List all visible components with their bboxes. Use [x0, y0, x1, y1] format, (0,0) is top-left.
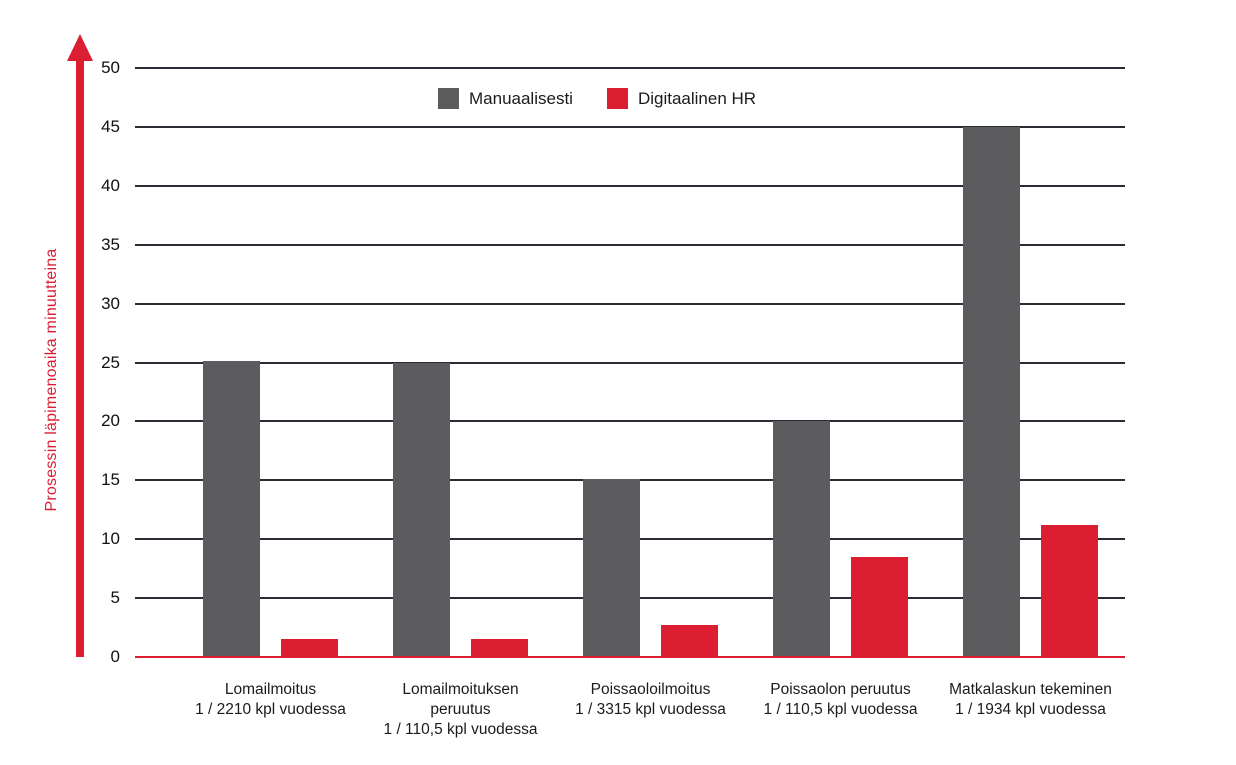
category-label-line: Poissaoloilmoitus: [590, 681, 711, 698]
bar-manuaalisesti-2: [583, 479, 640, 657]
y-tick-label-20: 20: [101, 411, 120, 431]
legend-item-digitaalinen-hr: Digitaalinen HR: [606, 88, 757, 109]
y-tick-label-0: 0: [110, 647, 120, 666]
category-label-line: Matkalaskun tekeminen: [949, 681, 1112, 698]
gridline-50: [135, 67, 1125, 69]
y-tick-label-30: 30: [101, 293, 120, 313]
bar-manuaalisesti-4: [963, 126, 1020, 657]
y-tick-label-15: 15: [101, 470, 120, 490]
gridline-20: [135, 420, 1125, 423]
bar-manuaalisesti-0: [203, 361, 260, 657]
category-label-line: Lomailmoitus: [224, 681, 317, 698]
x-axis-line: [135, 656, 1125, 658]
legend-swatch-manuaalisesti: [438, 88, 459, 109]
bar-digitaalinen-hr-4: [1041, 525, 1098, 657]
bar-manuaalisesti-3: [773, 421, 830, 657]
y-tick-label-40: 40: [101, 175, 120, 195]
gridline-25: [135, 361, 1125, 364]
category-label-line: 1 / 2210 kpl vuodessa: [195, 701, 346, 718]
category-label-4: Matkalaskun tekeminen 1 / 1934 kpl vuodes…: [926, 680, 1136, 720]
y-tick-label-25: 25: [101, 352, 120, 372]
category-label-0: Lomailmoitus 1 / 2210 kpl vuodessa: [166, 680, 376, 720]
legend: Manuaalisesti Digitaalinen HR: [438, 88, 756, 109]
bar-digitaalinen-hr-1: [471, 639, 528, 657]
category-label-line: 1 / 110,5 kpl vuodessa: [763, 701, 918, 718]
legend-label-digitaalinen-hr: Digitaalinen HR: [637, 88, 757, 108]
category-label-line: Lomailmoituksen: [402, 681, 519, 698]
y-tick-label-10: 10: [101, 529, 120, 549]
y-tick-label-35: 35: [101, 234, 120, 254]
y-tick-label-5: 5: [110, 588, 120, 608]
gridline-45: [135, 125, 1125, 128]
y-axis-arrow-shaft: [76, 58, 84, 657]
category-label-3: Poissaolon peruutus 1 / 110,5 kpl vuodess…: [736, 680, 946, 720]
bar-manuaalisesti-1: [393, 362, 450, 657]
category-label-1: Lomailmoituksen peruutus 1 / 110,5 kpl vuo…: [356, 680, 566, 740]
category-label-line: 1 / 3315 kpl vuodessa: [575, 701, 726, 718]
category-label-line: peruutus: [430, 701, 491, 718]
legend-label-manuaalisesti: Manuaalisesti: [469, 88, 573, 108]
y-tick-label-45: 45: [101, 116, 120, 136]
gridline-40: [135, 184, 1125, 187]
category-label-line: Poissaolon peruutus: [770, 681, 911, 698]
gridline-30: [135, 302, 1125, 305]
bar-digitaalinen-hr-0: [281, 639, 338, 657]
bar-digitaalinen-hr-2: [661, 625, 718, 657]
category-label-line: 1 / 1934 kpl vuodessa: [955, 701, 1106, 718]
gridline-35: [135, 243, 1125, 246]
category-label-line: 1 / 110,5 kpl vuodessa: [383, 721, 538, 738]
legend-item-manuaalisesti: Manuaalisesti: [438, 88, 573, 109]
legend-swatch-digitaalinen-hr: [606, 88, 628, 109]
y-axis-arrow-icon: [67, 34, 93, 61]
bar-digitaalinen-hr-3: [851, 556, 908, 657]
y-axis-title: Prosessin läpimenoaika minuutteina: [43, 248, 60, 512]
y-tick-label-50: 50: [101, 58, 120, 77]
category-label-2: Poissaoloilmoitus 1 / 3315 kpl vuodessa: [546, 680, 756, 720]
